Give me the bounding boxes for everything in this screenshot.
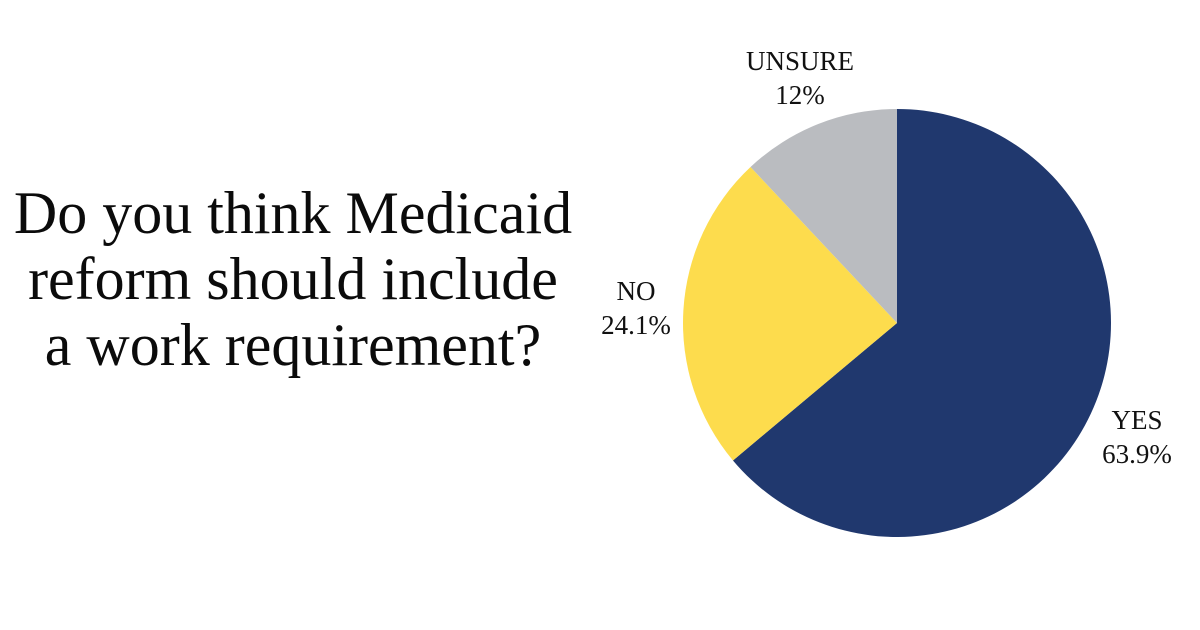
question-line: a work requirement? [44,312,542,378]
pie-label-no-name: NO [616,276,656,306]
pie-label-yes: YES 63.9% [1047,403,1200,471]
pie-slice-yes [732,109,1112,537]
pie-label-unsure-name: UNSURE [745,46,854,76]
question-title: Do you think Medicaid reform should incl… [10,180,576,378]
pie-label-unsure-value: 12% [775,80,825,110]
pie-label-yes-name: YES [1111,405,1163,435]
question-line: Do you think Medicaid [13,180,573,246]
pie-label-unsure: UNSURE 12% [710,44,890,112]
pie-label-no: NO 24.1% [546,274,726,342]
pie-label-no-value: 24.1% [601,310,671,340]
question-line: reform should include [28,246,558,312]
pie-label-yes-value: 63.9% [1102,439,1172,469]
pie-slice-unsure [750,109,897,323]
pie-slice-no [683,167,897,461]
